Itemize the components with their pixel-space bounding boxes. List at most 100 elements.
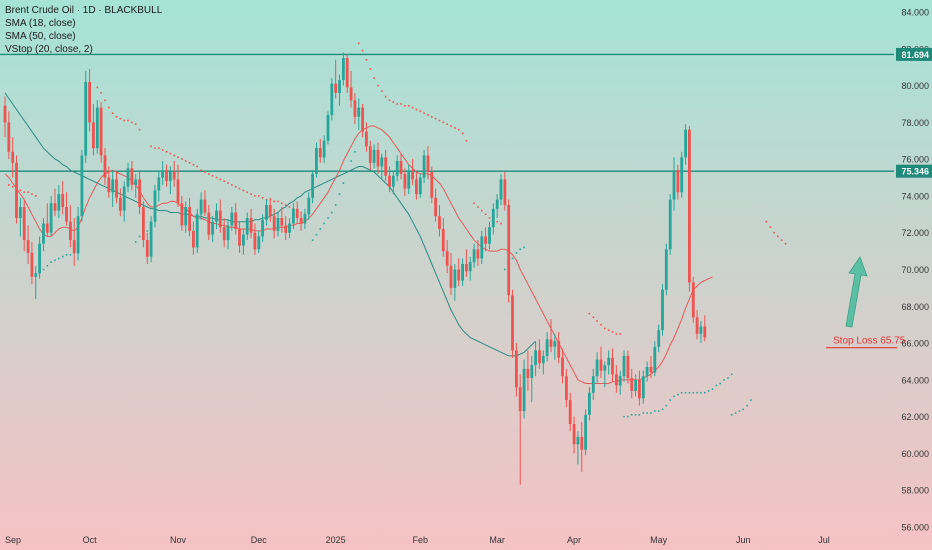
vstop-dot <box>523 246 525 249</box>
candle-body <box>553 341 557 347</box>
candle <box>618 370 622 395</box>
candle-body <box>115 179 118 198</box>
vstop-dot <box>646 412 648 414</box>
candle <box>668 194 672 255</box>
vstop-dot <box>607 329 610 331</box>
candle-body <box>391 175 395 187</box>
candle-body <box>641 376 645 399</box>
candle-body <box>468 262 472 272</box>
candle <box>676 164 680 200</box>
vstop-dot <box>261 197 264 199</box>
vstop-dot <box>215 176 218 179</box>
y-tick-label: 66.000 <box>901 339 929 349</box>
candle <box>249 208 253 239</box>
candle <box>468 256 472 281</box>
vstop-dot <box>465 139 468 142</box>
candle <box>615 365 618 393</box>
candle-body <box>92 122 95 149</box>
candle <box>688 126 691 292</box>
legend-vstop: VStop (20, close, 2) <box>5 44 93 55</box>
y-tick-label: 56.000 <box>901 523 929 533</box>
candle-body <box>399 161 403 174</box>
candle-body <box>403 173 407 189</box>
vstop-dot <box>500 222 502 225</box>
candle-body <box>691 282 695 318</box>
candle <box>272 208 276 239</box>
candle-body <box>211 221 214 235</box>
candle-body <box>649 367 653 373</box>
candle <box>522 359 526 419</box>
vstop-dot <box>496 220 498 223</box>
candle-body <box>199 199 203 215</box>
candle <box>15 155 18 224</box>
candle-body <box>61 194 65 207</box>
candle-body <box>284 225 288 233</box>
candle <box>307 192 311 220</box>
vstop-dot <box>600 323 602 326</box>
candle-body <box>215 210 218 222</box>
candle <box>534 341 537 377</box>
candle-body <box>295 208 299 218</box>
vstop-dot <box>192 163 195 166</box>
candle-body <box>484 236 487 244</box>
candle-body <box>588 392 591 415</box>
candle <box>388 166 391 193</box>
candle <box>180 195 184 231</box>
vstop-dot <box>8 184 10 186</box>
vstop-dot <box>19 189 22 192</box>
vstop-dot <box>457 128 460 131</box>
candle-body <box>330 83 334 115</box>
y-tick-label: 68.000 <box>901 302 929 312</box>
vstop-dot <box>331 211 333 214</box>
candle-body <box>180 203 184 226</box>
vstop-dot <box>777 235 779 238</box>
candle-body <box>103 155 107 178</box>
candle <box>61 181 65 215</box>
candle <box>330 78 334 121</box>
candle <box>572 416 576 454</box>
candle-body <box>349 87 353 101</box>
price-tag-label: 81.694 <box>901 50 929 60</box>
candle-body <box>130 168 134 185</box>
vstop-dot <box>634 414 637 416</box>
vstop-dot <box>69 254 72 256</box>
vstop-dot <box>719 382 721 385</box>
vstop-dot <box>46 265 49 267</box>
candle-body <box>203 199 207 213</box>
vstop-dot <box>665 404 668 407</box>
vstop-dot <box>769 226 771 228</box>
candle-body <box>326 115 330 141</box>
candle <box>76 206 80 261</box>
candle <box>568 392 572 432</box>
candle <box>672 157 676 211</box>
candle <box>49 195 53 237</box>
candle-body <box>80 155 84 217</box>
candle <box>292 203 295 230</box>
candle <box>222 218 226 248</box>
candle-body <box>57 194 61 211</box>
vstop-dot <box>619 333 621 335</box>
candle <box>111 170 115 207</box>
candle <box>88 69 91 132</box>
up-arrow-icon <box>845 256 868 328</box>
y-tick-label: 62.000 <box>901 412 929 422</box>
candle <box>576 431 580 465</box>
candle-body <box>480 236 484 259</box>
y-tick-label: 78.000 <box>901 118 929 128</box>
vstop-dot <box>250 193 252 195</box>
candle-body <box>272 216 276 231</box>
vstop-dot <box>138 128 141 131</box>
vstop-dot <box>673 395 675 398</box>
vstop-dot <box>200 169 202 171</box>
vstop-dot <box>454 127 456 129</box>
candle-body <box>565 376 568 401</box>
candle <box>207 205 211 241</box>
candle <box>349 70 353 108</box>
vstop-dot <box>131 121 133 124</box>
vstop-dot <box>100 92 102 94</box>
vstop-dot <box>23 191 25 193</box>
candle-body <box>395 161 399 176</box>
candle <box>449 252 453 296</box>
